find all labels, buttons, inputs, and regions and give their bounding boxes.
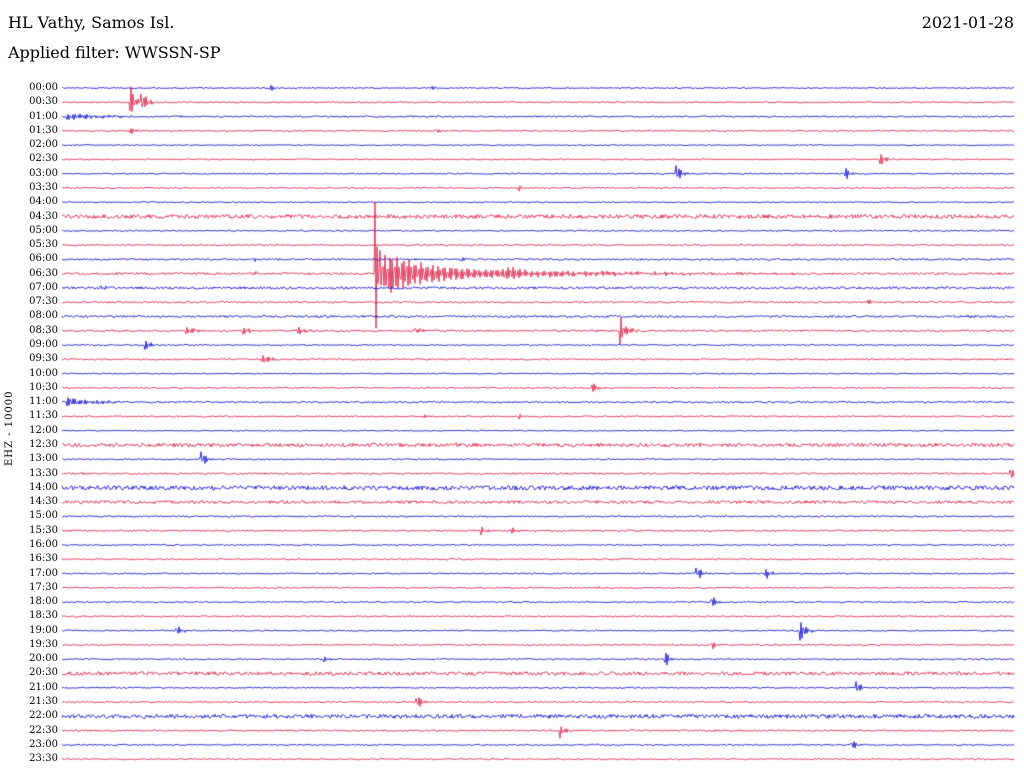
- seismogram-canvas: [0, 0, 1024, 780]
